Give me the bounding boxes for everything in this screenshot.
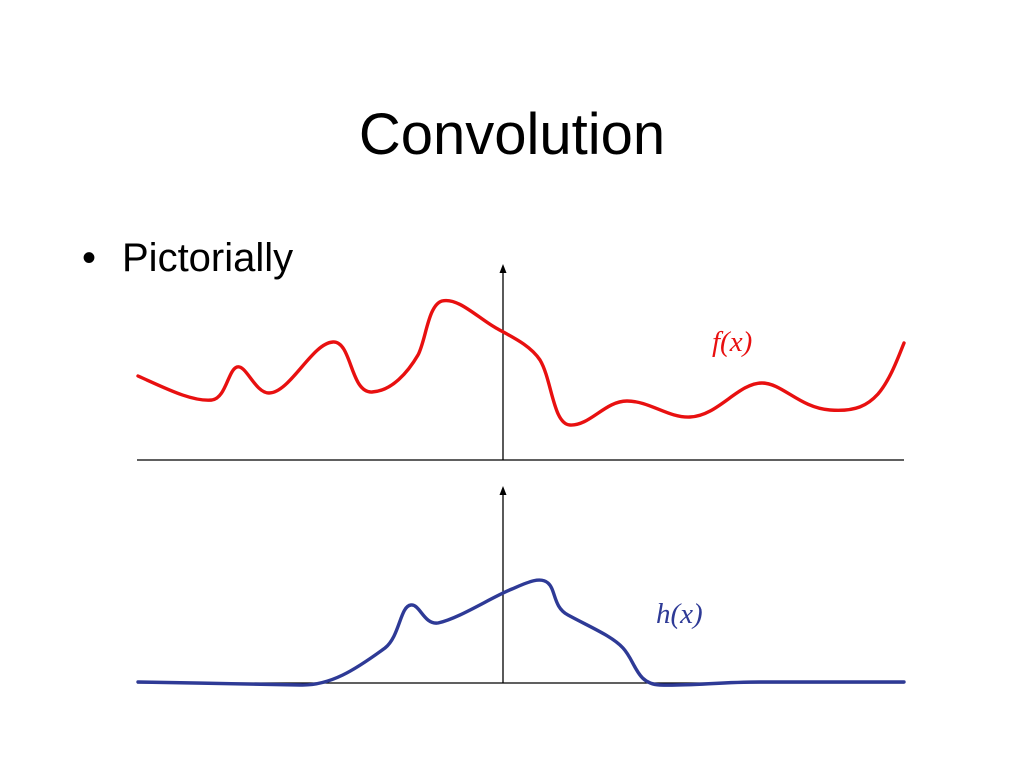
bullet-symbol: • xyxy=(82,236,97,280)
slide-title: Convolution xyxy=(358,102,666,167)
h-curve xyxy=(136,578,906,687)
f-curve-label: f(x) xyxy=(712,326,752,358)
f-curve xyxy=(136,298,906,427)
bottom-y-axis-arrowhead xyxy=(499,486,507,495)
bottom-panel: h(x) xyxy=(136,486,906,687)
bullet-text: Pictorially xyxy=(122,236,294,280)
bullet-item: • Pictorially xyxy=(82,230,293,286)
top-panel: f(x) xyxy=(136,264,906,461)
top-y-axis-arrowhead xyxy=(499,264,507,273)
h-curve-label: h(x) xyxy=(656,598,703,630)
